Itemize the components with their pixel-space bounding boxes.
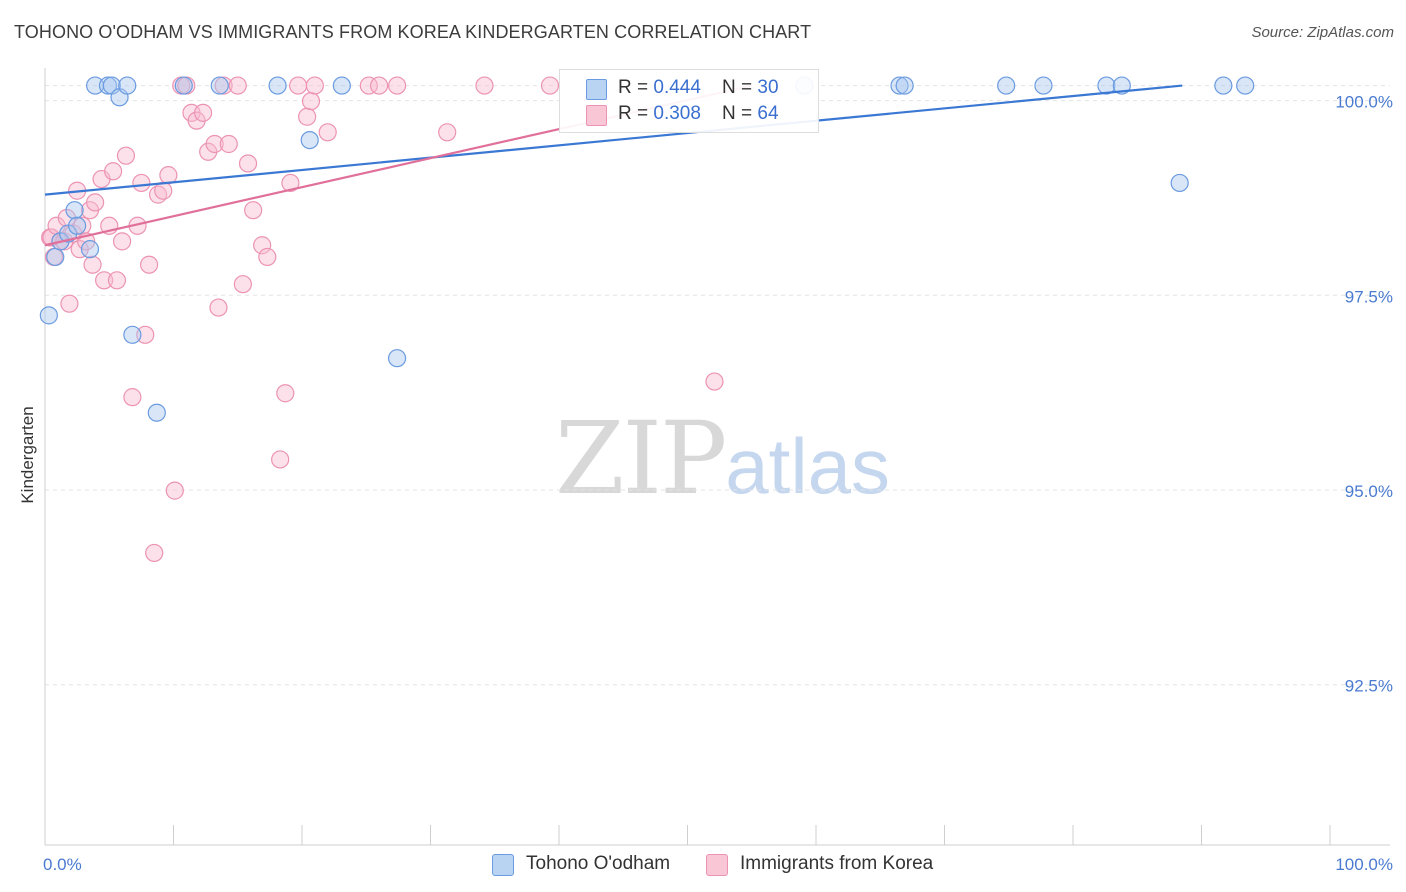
korea-point (123, 388, 142, 407)
korea-point (139, 255, 159, 274)
tohono-point (123, 325, 142, 344)
tohono-point (387, 349, 407, 368)
korea-point (705, 372, 724, 391)
korea-point (540, 76, 560, 95)
axis-ticks: 100.0% 97.5% 95.0% 92.5% 0.0% 100.0% (43, 93, 1393, 874)
y-tick-label: 92.5% (1345, 677, 1393, 696)
korea-point (318, 123, 337, 142)
y-tick-label: 95.0% (1345, 482, 1393, 501)
tohono-point (1214, 76, 1233, 95)
tohono-point (39, 306, 58, 325)
tohono-point (300, 131, 319, 150)
tohono-points (39, 76, 1255, 422)
korea-point (219, 134, 238, 154)
tohono-swatch (586, 79, 607, 100)
korea-point (107, 271, 127, 290)
korea-point (209, 298, 228, 317)
legend-label-tohono: Tohono O'odham (526, 853, 671, 874)
korea-point (359, 76, 378, 95)
tohono-point (1034, 76, 1053, 95)
y-tick-label: 100.0% (1335, 93, 1393, 112)
korea-point (276, 384, 295, 403)
korea-point (95, 271, 114, 290)
tohono-point (1236, 76, 1255, 95)
tohono-point (268, 76, 287, 95)
tohono-point (997, 76, 1016, 95)
korea-point (205, 134, 224, 154)
korea-point (136, 325, 155, 344)
korea-point (387, 76, 407, 95)
korea-point (281, 173, 300, 193)
tohono-point (1097, 76, 1116, 95)
tohono-stats-text: R = 0.444 N = 30 (618, 77, 779, 98)
tohono-point (80, 240, 100, 259)
korea-point (104, 162, 123, 181)
korea-point (193, 103, 213, 122)
korea-points (41, 76, 724, 563)
chart-title: TOHONO O'ODHAM VS IMMIGRANTS FROM KOREA … (14, 22, 812, 42)
korea-point (289, 76, 308, 95)
tohono-point (65, 201, 84, 220)
korea-point (244, 201, 263, 220)
korea-point (238, 154, 258, 173)
legend-swatch-tohono (492, 854, 514, 876)
x-tick-label: 0.0% (43, 855, 82, 874)
korea-point (132, 173, 151, 193)
korea-point (165, 481, 184, 500)
tohono-point (174, 76, 193, 95)
tohono-point (1112, 76, 1131, 95)
tohono-point (147, 403, 166, 422)
stats-box: R = 0.444 N = 30 R = 0.308 N = 64 (559, 69, 819, 133)
tohono-point (46, 247, 65, 267)
korea-point (159, 166, 178, 185)
korea-point (86, 193, 105, 212)
tohono-point (68, 216, 87, 235)
korea-point (112, 232, 132, 251)
legend-label-korea: Immigrants from Korea (740, 853, 934, 874)
korea-point (253, 236, 272, 255)
korea-point (258, 247, 277, 267)
korea-stats-text: R = 0.308 N = 64 (618, 103, 779, 124)
korea-point (145, 543, 164, 563)
korea-point (370, 76, 389, 95)
axes (44, 68, 1390, 846)
korea-swatch (586, 105, 607, 126)
korea-point (233, 275, 252, 294)
korea-point (438, 123, 457, 142)
tohono-point (895, 76, 914, 95)
tohono-point (118, 76, 137, 95)
korea-point (301, 92, 321, 111)
watermark-zip: ZIP (555, 400, 727, 517)
tohono-trend-line (44, 84, 1183, 196)
tohono-point (332, 76, 351, 95)
x-tick-label: 100.0% (1335, 855, 1393, 874)
watermark: ZIPatlas (555, 400, 890, 517)
y-tick-label: 97.5% (1345, 287, 1393, 306)
source-credit: Source: ZipAtlas.com (1251, 24, 1394, 41)
tohono-point (98, 76, 118, 95)
korea-point (298, 107, 317, 126)
korea-point (60, 294, 79, 313)
tohono-point (1170, 173, 1189, 193)
tohono-point (210, 76, 229, 95)
korea-point (214, 76, 233, 95)
korea-point (305, 76, 324, 95)
korea-point (271, 450, 290, 469)
tohono-point (890, 76, 909, 95)
watermark-atlas: atlas (725, 422, 891, 510)
korea-point (116, 146, 136, 165)
legend-swatch-korea (706, 854, 728, 876)
korea-point (83, 255, 102, 274)
korea-point (228, 76, 247, 95)
korea-point (475, 76, 494, 95)
